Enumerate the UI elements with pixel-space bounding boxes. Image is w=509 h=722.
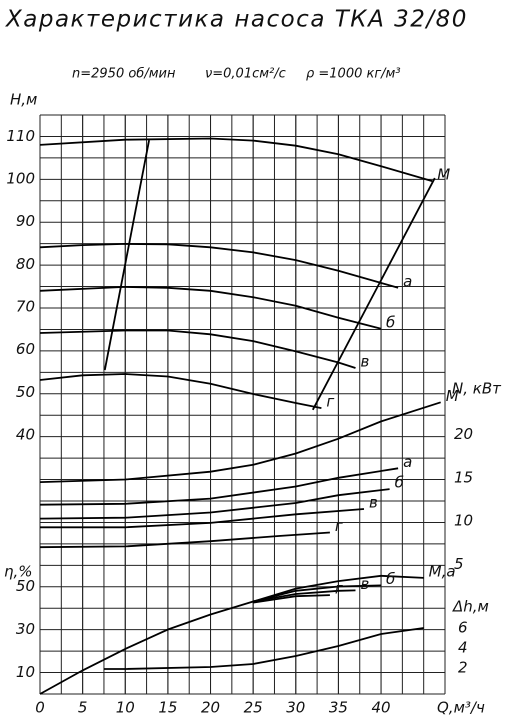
x-tick-label: 35 bbox=[329, 699, 348, 717]
chart-title: Характеристика насоса ТКА 32/80 bbox=[5, 7, 468, 33]
x-tick-label: 15 bbox=[158, 699, 177, 717]
x-tick-label: 0 bbox=[35, 699, 45, 717]
y-tick-label: 90 bbox=[16, 212, 35, 230]
curve bbox=[39, 531, 330, 549]
curve bbox=[39, 467, 399, 506]
param: ν=0,01см²/с bbox=[205, 67, 286, 82]
curve-label: б bbox=[386, 570, 395, 588]
curve bbox=[252, 584, 382, 603]
y-tick-label: 40 bbox=[16, 426, 35, 444]
curve bbox=[39, 574, 424, 695]
curve bbox=[39, 137, 433, 182]
curve bbox=[39, 285, 382, 330]
curve-label: г bbox=[335, 580, 343, 598]
y3-tick-label: 30 bbox=[16, 620, 35, 638]
curve bbox=[253, 589, 356, 603]
param: n=2950 об/мин bbox=[72, 67, 176, 82]
curve bbox=[39, 488, 390, 520]
curve-label: а bbox=[403, 453, 412, 471]
y-axis-label: H,м bbox=[10, 91, 37, 109]
curve bbox=[312, 177, 436, 411]
curve-label: г bbox=[326, 393, 334, 411]
x-tick-label: 40 bbox=[372, 699, 391, 717]
curve-label: M bbox=[446, 387, 459, 405]
curve-label: M,а bbox=[429, 562, 456, 580]
y4-axis-label: Δh,м bbox=[452, 598, 489, 616]
y-tick-label: 70 bbox=[16, 298, 35, 316]
curve bbox=[103, 627, 424, 670]
y-tick-label: 60 bbox=[16, 340, 35, 358]
curve bbox=[40, 508, 365, 529]
curve-label: а bbox=[403, 272, 412, 290]
curve-label: в bbox=[360, 353, 369, 371]
y2-axis-label: N, кВт bbox=[452, 380, 502, 398]
x-tick-label: 30 bbox=[286, 699, 305, 717]
y2-tick-label: 15 bbox=[454, 468, 473, 486]
y4-tick-label: 4 bbox=[458, 639, 468, 657]
y3-axis-label: η,% bbox=[4, 563, 33, 581]
y3-tick-label: 10 bbox=[16, 663, 35, 681]
y-tick-label: 100 bbox=[6, 170, 35, 188]
curve-label: M bbox=[437, 166, 450, 184]
y-tick-label: 80 bbox=[16, 255, 35, 273]
curve-label: в bbox=[369, 494, 378, 512]
x-tick-label: 10 bbox=[116, 699, 135, 717]
param: ρ =1000 кг/м³ bbox=[306, 67, 401, 82]
curve-label: б bbox=[386, 313, 395, 331]
x-tick-label: 5 bbox=[78, 699, 88, 717]
x-tick-label: 20 bbox=[201, 699, 220, 717]
curve-label: б bbox=[395, 474, 404, 492]
x-tick-label: 25 bbox=[244, 699, 263, 717]
y2-tick-label: 10 bbox=[454, 512, 473, 530]
y4-tick-label: 6 bbox=[458, 619, 468, 637]
curve-label: г bbox=[335, 517, 343, 535]
x-axis-label: Q,м³/ч bbox=[437, 699, 485, 717]
y2-tick-label: 5 bbox=[454, 555, 464, 573]
y2-tick-label: 20 bbox=[454, 425, 473, 443]
curve bbox=[39, 373, 322, 409]
curve bbox=[39, 242, 399, 289]
curve bbox=[39, 329, 356, 369]
y-tick-label: 110 bbox=[6, 127, 35, 145]
curve-label: в bbox=[360, 575, 369, 593]
y4-tick-label: 2 bbox=[458, 659, 468, 677]
y3-tick-label: 50 bbox=[16, 577, 35, 595]
curve bbox=[39, 401, 441, 483]
y-tick-label: 50 bbox=[16, 383, 35, 401]
curve bbox=[253, 594, 330, 604]
curve bbox=[103, 140, 150, 371]
